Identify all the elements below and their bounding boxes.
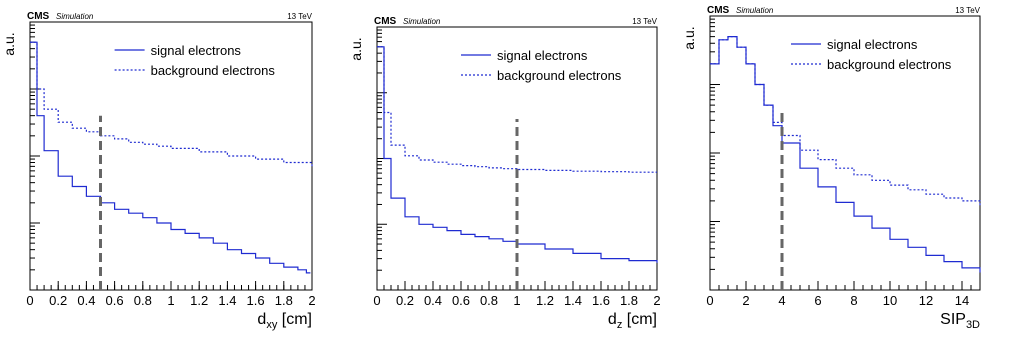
x-tick-label: 8 <box>850 293 857 308</box>
signal-electrons-line <box>710 36 981 273</box>
x-tick-label: 6 <box>814 293 821 308</box>
x-tick-label: 14 <box>955 293 969 308</box>
signal-electrons-line <box>30 41 311 274</box>
x-tick-label: 1.2 <box>536 293 554 308</box>
x-tick-label: 1.6 <box>247 293 265 308</box>
y-axis-label: a.u. <box>681 26 697 49</box>
chart-panel-3: CMS Simulation 13 TeV a.u. 0 2 4 6 8 10 12 14 SIP3D s… <box>681 5 981 331</box>
x-axis-label: dz [cm] <box>608 311 657 331</box>
x-tick-label: 2 <box>653 293 660 308</box>
experiment-label: CMS <box>707 5 730 16</box>
x-tick-label: 0.4 <box>424 293 442 308</box>
x-tick-label: 2 <box>308 293 315 308</box>
x-tick-label: 1.4 <box>218 293 236 308</box>
x-tick-label: 1 <box>167 293 174 308</box>
experiment-label: CMS <box>27 11 50 22</box>
background-electrons-line <box>30 41 313 167</box>
x-axis-label-subscript: 3D <box>966 319 980 331</box>
background-electrons-line <box>377 46 657 173</box>
x-tick-label: 0.8 <box>480 293 498 308</box>
x-axis-label-main: SIP <box>940 311 966 328</box>
x-tick-label: 12 <box>919 293 933 308</box>
x-tick-label: 0.2 <box>49 293 67 308</box>
y-axis-label: a.u. <box>348 37 364 60</box>
x-axis-label-subscript: z <box>617 319 623 331</box>
x-axis-label: dxy [cm] <box>257 311 312 331</box>
simulation-label: Simulation <box>403 17 441 26</box>
signal-electrons-line <box>377 46 658 263</box>
y-axis-label: a.u. <box>1 32 17 55</box>
x-tick-label: 1.8 <box>620 293 638 308</box>
x-axis-label-unit: [cm] <box>277 311 312 328</box>
energy-label: 13 TeV <box>955 6 980 15</box>
experiment-label: CMS <box>374 16 397 27</box>
legend-label-2: background electrons <box>827 57 952 72</box>
legend-label-1: signal electrons <box>827 37 918 52</box>
simulation-label: Simulation <box>56 12 94 21</box>
x-tick-label: 0.6 <box>452 293 470 308</box>
legend-label-1: signal electrons <box>151 43 242 58</box>
x-tick-label: 0.4 <box>77 293 95 308</box>
energy-label: 13 TeV <box>287 12 312 21</box>
chart-panel-1: CMS Simulation 13 TeV a.u. 0 0.2 0.4 0.6 0.8 1 1.2… <box>1 11 316 331</box>
x-axis-label-subscript: xy <box>266 319 278 331</box>
x-tick-label: 0.6 <box>106 293 124 308</box>
x-tick-label: 1 <box>513 293 520 308</box>
x-tick-label: 0.2 <box>396 293 414 308</box>
x-axis-label-main: d <box>608 311 617 328</box>
x-axis-label-unit: [cm] <box>622 311 657 328</box>
legend-label-1: signal electrons <box>497 48 588 63</box>
simulation-label: Simulation <box>736 6 774 15</box>
x-axis-label-main: d <box>257 311 266 328</box>
chart-panel-2: CMS Simulation 13 TeV a.u. 0 0.2 0.4 0.6 0.8 1 1.2… <box>348 16 661 331</box>
x-tick-label: 4 <box>778 293 785 308</box>
x-tick-label: 1.6 <box>592 293 610 308</box>
x-tick-label: 2 <box>742 293 749 308</box>
x-tick-label: 1.2 <box>190 293 208 308</box>
background-electrons-line <box>710 36 981 206</box>
x-tick-label: 0 <box>373 293 380 308</box>
legend-label-2: background electrons <box>151 63 276 78</box>
legend-label-2: background electrons <box>497 68 622 83</box>
x-tick-label: 0 <box>706 293 713 308</box>
x-axis-label: SIP3D <box>940 311 980 331</box>
x-tick-label: 0.8 <box>134 293 152 308</box>
x-tick-label: 1.4 <box>564 293 582 308</box>
x-tick-label: 10 <box>883 293 897 308</box>
energy-label: 13 TeV <box>632 17 657 26</box>
x-tick-label: 0 <box>26 293 33 308</box>
x-tick-label: 1.8 <box>275 293 293 308</box>
